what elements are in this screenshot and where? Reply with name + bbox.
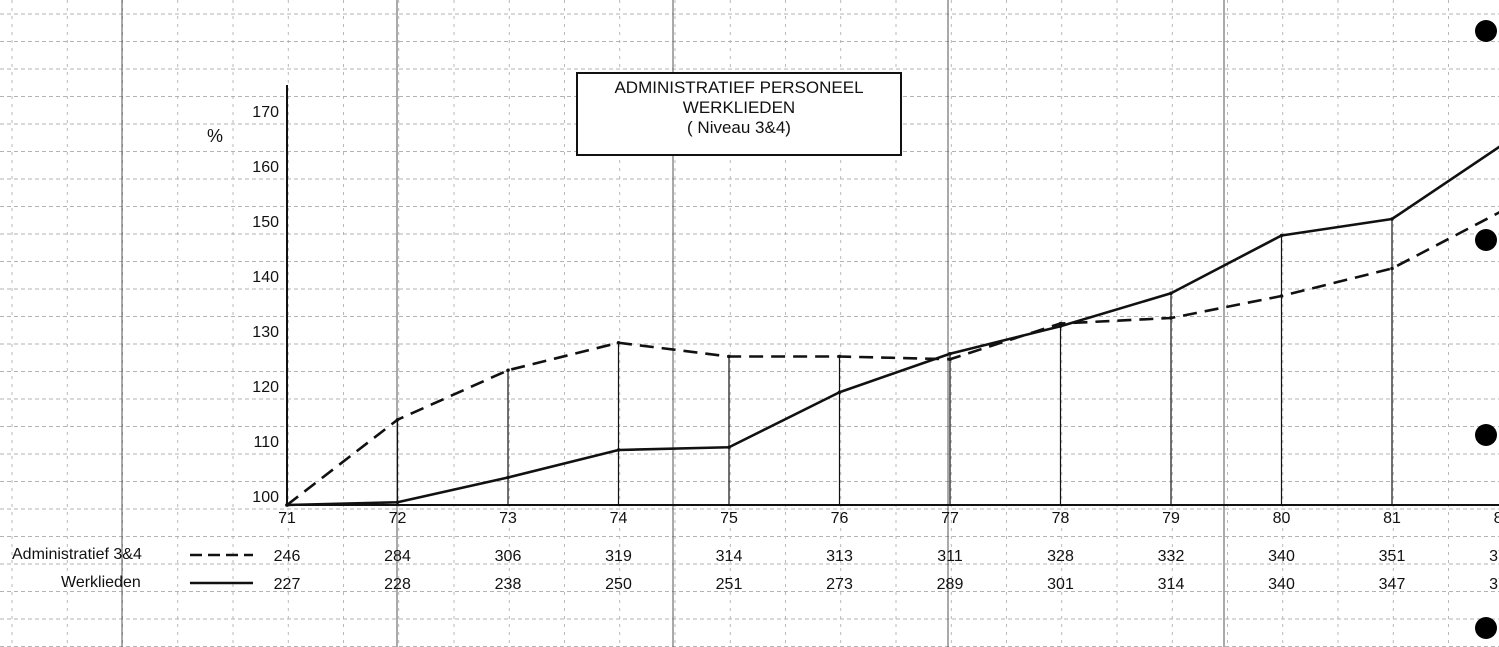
absolute-value-label: 311 [937, 548, 963, 565]
x-tick-label: 72 [389, 510, 407, 527]
legend-label-administratief: Administratief 3&4 [12, 546, 142, 563]
x-tick-label: 79 [1162, 510, 1180, 527]
x-tick-label: 77 [941, 510, 959, 527]
absolute-value-label: 314 [1158, 576, 1185, 593]
data-point [1390, 217, 1394, 221]
y-tick-label: 150 [252, 214, 279, 231]
data-point [1058, 324, 1063, 329]
data-point [1169, 316, 1173, 320]
data-point [285, 503, 289, 507]
series-line-administratief [286, 211, 1499, 507]
x-tick-label: 76 [831, 510, 849, 527]
series-line-werklieden [286, 145, 1499, 507]
absolute-value-label: 376 [1489, 576, 1499, 593]
chart-title: ADMINISTRATIEF PERSONEEL [614, 78, 864, 97]
absolute-value-label: 306 [495, 548, 522, 565]
absolute-value-label: 227 [274, 576, 301, 593]
data-point [1279, 233, 1284, 238]
data-point [837, 390, 842, 395]
data-point [506, 475, 510, 480]
y-tick-label: 130 [252, 324, 279, 341]
chart-subtitle-2: ( Niveau 3&4) [687, 118, 791, 137]
absolute-value-label: 250 [605, 576, 632, 593]
x-tick-label: 73 [499, 510, 517, 527]
absolute-value-label: 273 [826, 576, 853, 593]
absolute-value-label: 328 [1047, 548, 1074, 565]
absolute-value-label: 238 [495, 576, 522, 593]
punch-hole [1475, 20, 1497, 42]
absolute-value-label: 340 [1268, 576, 1295, 593]
data-point [506, 368, 510, 373]
legend-label-werklieden: Werklieden [61, 574, 141, 591]
absolute-value-label: 228 [384, 576, 411, 593]
data-point [395, 417, 400, 422]
y-tick-label: 100 [252, 489, 279, 506]
data-point [1169, 291, 1173, 296]
data-point [948, 357, 952, 362]
punch-hole [1475, 424, 1497, 446]
x-tick-label: 81 [1383, 510, 1401, 527]
absolute-value-label: 351 [1379, 548, 1406, 565]
absolute-value-label: 246 [274, 548, 301, 565]
x-tick-label: 80 [1273, 510, 1291, 527]
data-point [1390, 266, 1394, 271]
data-point [837, 354, 842, 359]
x-tick-label: 74 [610, 510, 628, 527]
absolute-value-label: 313 [826, 548, 853, 565]
absolute-value-label: 314 [716, 548, 743, 565]
data-point [727, 354, 731, 359]
data-point [395, 500, 400, 505]
data-point [616, 340, 621, 345]
x-tick-label: 82 [1494, 510, 1499, 527]
y-axis-label: % [207, 126, 224, 146]
chart-title-box: ADMINISTRATIEF PERSONEEL WERKLIEDEN ( Ni… [576, 72, 902, 156]
y-tick-label: 120 [252, 379, 279, 396]
absolute-value-label: 347 [1379, 576, 1406, 593]
absolute-value-label: 251 [716, 576, 743, 593]
y-tick-label: 160 [252, 159, 279, 176]
absolute-value-label: 379 [1489, 548, 1499, 565]
data-point [616, 448, 621, 452]
punch-hole [1475, 617, 1497, 639]
y-tick-label: 110 [253, 434, 279, 451]
absolute-value-label: 332 [1158, 548, 1185, 565]
absolute-value-label: 319 [605, 548, 632, 565]
data-point [1279, 294, 1284, 298]
y-tick-label: 170 [252, 104, 279, 121]
data-point [1058, 321, 1063, 326]
y-tick-label: 140 [252, 269, 279, 286]
punch-hole [1475, 229, 1497, 251]
absolute-value-label: 340 [1268, 548, 1295, 565]
data-point [727, 445, 731, 450]
absolute-value-label: 301 [1047, 576, 1074, 593]
x-tick-label: 78 [1052, 510, 1070, 527]
data-point [948, 351, 952, 356]
chart-subtitle-1: WERKLIEDEN [682, 98, 796, 117]
absolute-value-label: 289 [937, 576, 964, 593]
absolute-value-label: 284 [384, 548, 411, 565]
x-tick-label: 71 [278, 510, 296, 527]
x-tick-label: 75 [720, 510, 738, 527]
